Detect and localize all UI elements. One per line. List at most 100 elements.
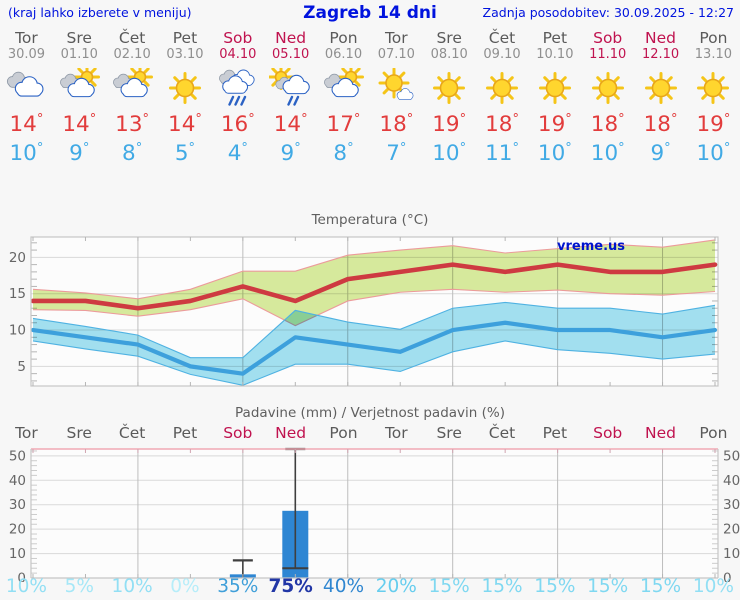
min-temperature: 5° bbox=[174, 140, 196, 166]
day-column-8: Tor 07.10 18° 7° bbox=[370, 29, 423, 169]
day-column-12: Sob 11.10 18° 10° bbox=[581, 29, 634, 169]
day-name: Sre bbox=[66, 29, 92, 47]
sunny-icon bbox=[486, 72, 519, 104]
day-column-6: Ned 05.10 14° 9° bbox=[264, 29, 317, 169]
y-tick-label-left: 30 bbox=[9, 497, 26, 513]
y-tick-label: 20 bbox=[9, 250, 26, 266]
day-date: 10.10 bbox=[536, 47, 574, 62]
max-temperature: 17° bbox=[326, 111, 361, 137]
precip-day-label: Pet bbox=[542, 424, 568, 442]
day-name: Sob bbox=[593, 29, 623, 47]
min-temperature: 9° bbox=[280, 140, 301, 166]
day-date: 09.10 bbox=[483, 47, 521, 62]
day-column-13: Ned 12.10 18° 9° bbox=[634, 29, 687, 169]
precip-day-label: Pet bbox=[172, 424, 198, 442]
day-name: Pon bbox=[329, 29, 358, 47]
max-temperature: 14° bbox=[62, 111, 97, 137]
day-date: 13.10 bbox=[694, 47, 732, 62]
precipitation-probability: 0% bbox=[170, 576, 200, 597]
max-temperature-band-lower-edge bbox=[32, 288, 716, 327]
max-temperature: 18° bbox=[590, 111, 625, 137]
page-title: Zagreb 14 dni bbox=[303, 3, 437, 23]
partly-cloudy-icon bbox=[324, 64, 365, 98]
min-temperature: 4° bbox=[227, 140, 248, 166]
day-date: 30.09 bbox=[7, 47, 46, 62]
max-temperature: 14° bbox=[9, 111, 44, 137]
weather-icon-sunny bbox=[581, 63, 634, 111]
day-column-1: Tor 30.09 14° 10° bbox=[0, 29, 53, 169]
weather-icon-sunny bbox=[528, 63, 581, 111]
precip-day-label: Tor bbox=[384, 424, 408, 442]
day-date: 07.10 bbox=[377, 47, 415, 62]
plot-background bbox=[31, 449, 718, 578]
weather-icon-cloudy bbox=[0, 63, 53, 111]
precipitation-probability: 75% bbox=[268, 576, 313, 597]
precipitation-probability: 5% bbox=[64, 576, 94, 597]
mostly-sunny-icon bbox=[378, 67, 414, 100]
min-temperature-band-lower-edge bbox=[32, 340, 716, 386]
precip-day-label: Sob bbox=[593, 424, 623, 442]
precip-day-label: Ned bbox=[275, 424, 307, 442]
y-tick-label-right: 10 bbox=[723, 546, 740, 562]
weather-icon-partly-cloudy bbox=[106, 63, 159, 111]
max-temperature: 19° bbox=[696, 111, 731, 137]
sunny-icon bbox=[433, 72, 466, 104]
precipitation-probability: 35% bbox=[217, 576, 259, 597]
min-temperature: 8° bbox=[333, 140, 354, 166]
day-column-3: Čet 02.10 13° 8° bbox=[106, 29, 159, 169]
min-temperature-line bbox=[30, 320, 718, 376]
precip-day-label: Pon bbox=[329, 424, 358, 442]
precipitation-probability: 40% bbox=[322, 576, 365, 597]
day-date: 02.10 bbox=[113, 47, 151, 62]
day-column-5: Sob 04.10 16° 4° bbox=[211, 29, 264, 169]
forecast-table: Tor 30.09 14° 10° Sre 01.10 14° 9° Čet 02.10 13° 8°… bbox=[0, 29, 740, 169]
max-temperature: 14° bbox=[273, 111, 308, 137]
last-update-text: Zadnja posodobitev: 30.09.2025 - 12:27 bbox=[482, 5, 734, 20]
y-tick-label-left: 0 bbox=[17, 571, 26, 583]
weather-icon-mostly-sunny bbox=[370, 63, 423, 111]
min-temperature: 7° bbox=[386, 140, 407, 166]
temperature-chart-title: Temperatura (°C) bbox=[311, 212, 429, 228]
precipitation-probability-row: 10% 5% 10% 0% 35% 75% 40% 20% 15% 15% 15% 15% 15% 10% bbox=[0, 576, 740, 598]
day-date: 08.10 bbox=[430, 47, 468, 62]
max-temperature: 18° bbox=[379, 111, 414, 137]
day-name: Ned bbox=[275, 29, 307, 47]
max-temperature-band-upper-edge bbox=[32, 239, 716, 300]
precipitation-chart: 0 0 10 10 20 20 30 30 40 40 50 50 bbox=[9, 447, 740, 583]
min-temperature-band bbox=[33, 302, 715, 386]
day-date: 12.10 bbox=[641, 47, 680, 62]
day-column-14: Pon 13.10 19° 10° bbox=[687, 29, 740, 169]
max-temperature: 19° bbox=[537, 111, 572, 137]
sunny-icon bbox=[538, 72, 571, 104]
min-temperature: 11° bbox=[485, 140, 519, 166]
day-column-11: Pet 10.10 19° 10° bbox=[528, 29, 581, 169]
max-temperature: 18° bbox=[485, 111, 519, 137]
max-temperature: 18° bbox=[643, 111, 678, 137]
max-temperature-line bbox=[30, 262, 718, 311]
y-tick-label-right: 20 bbox=[723, 522, 740, 538]
y-tick-label-right: 50 bbox=[723, 448, 740, 464]
min-temperature: 9° bbox=[69, 140, 90, 166]
min-temperature: 10° bbox=[537, 140, 572, 166]
day-date: 01.10 bbox=[60, 47, 98, 62]
weather-icon-rain bbox=[211, 63, 264, 111]
precipitation-probability: 10% bbox=[692, 576, 734, 597]
cloudy-icon bbox=[7, 71, 44, 97]
y-tick-label-right: 0 bbox=[723, 571, 732, 583]
y-tick-label-right: 40 bbox=[723, 473, 740, 489]
precip-day-label: Pon bbox=[699, 424, 728, 442]
precipitation-probability: 10% bbox=[111, 576, 153, 597]
y-tick-label-left: 20 bbox=[9, 522, 26, 538]
y-tick-label-right: 30 bbox=[723, 497, 740, 513]
location-menu-hint: (kraj lahko izberete v meniju) bbox=[8, 5, 192, 20]
y-tick-label: 10 bbox=[9, 323, 26, 339]
precipitation-probability: 15% bbox=[587, 576, 629, 597]
day-date: 11.10 bbox=[589, 47, 627, 62]
min-temperature: 10° bbox=[9, 140, 44, 166]
day-name: Pon bbox=[699, 29, 728, 47]
day-date: 05.10 bbox=[272, 47, 310, 62]
precipitation-probability: 20% bbox=[375, 576, 417, 597]
day-column-10: Čet 09.10 18° 11° bbox=[476, 29, 529, 169]
precipitation-probability: 15% bbox=[428, 576, 470, 597]
precipitation-probability: 15% bbox=[639, 576, 682, 597]
